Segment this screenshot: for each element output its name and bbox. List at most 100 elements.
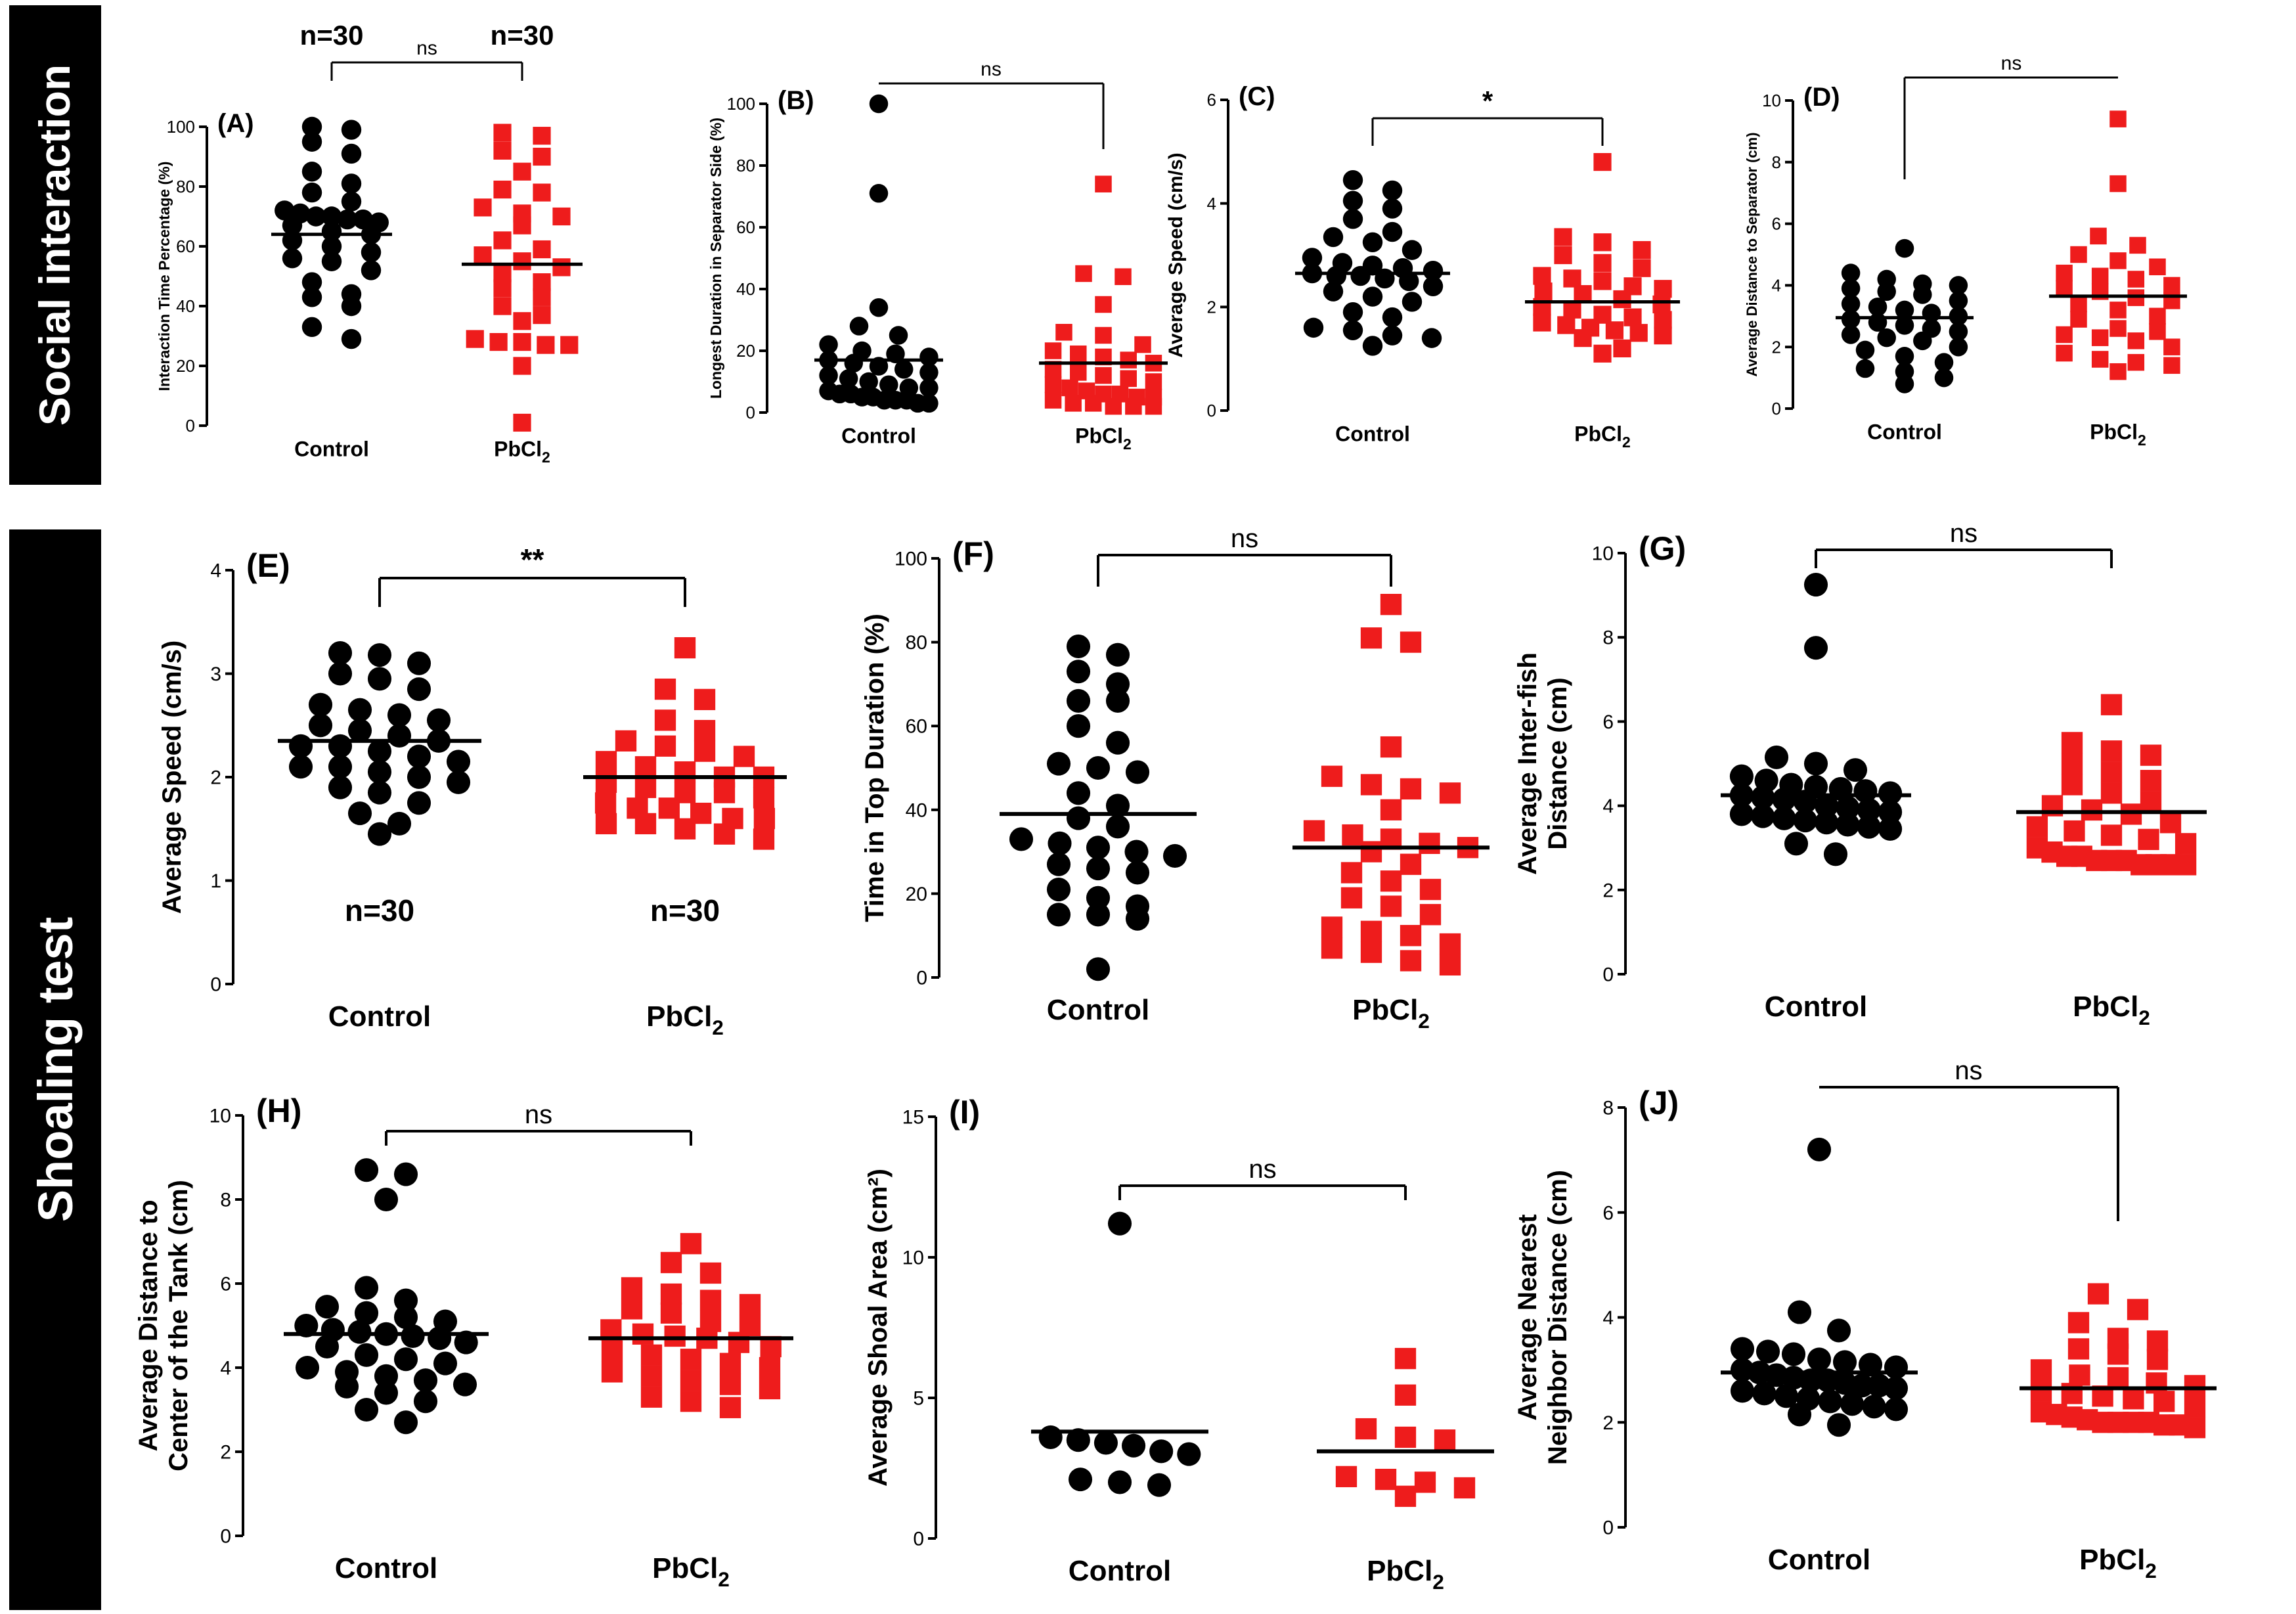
data-point-control bbox=[1423, 276, 1444, 296]
data-point-control bbox=[1068, 1468, 1093, 1492]
data-point-control bbox=[1086, 903, 1111, 927]
data-point-pbcl2 bbox=[1342, 824, 1363, 846]
panel-label: (E) bbox=[246, 547, 290, 584]
data-point-pbcl2 bbox=[694, 740, 716, 762]
data-point-pbcl2 bbox=[595, 813, 617, 835]
y-tick-label: 0 bbox=[913, 1529, 924, 1550]
data-point-pbcl2 bbox=[1360, 774, 1382, 796]
data-point-pbcl2 bbox=[1125, 397, 1142, 415]
data-point-control bbox=[1086, 885, 1111, 910]
data-point-pbcl2 bbox=[719, 1374, 741, 1395]
data-point-control bbox=[407, 765, 431, 790]
data-point-pbcl2 bbox=[1340, 862, 1363, 884]
data-point-pbcl2 bbox=[634, 756, 657, 778]
y-tick-label: 2 bbox=[1772, 337, 1781, 357]
y-tick-label: 0 bbox=[186, 416, 195, 436]
data-point-pbcl2 bbox=[632, 1323, 654, 1345]
data-point-control bbox=[1803, 573, 1828, 597]
y-tick-label: 0 bbox=[916, 968, 927, 989]
data-point-control bbox=[407, 791, 431, 815]
data-point-pbcl2 bbox=[533, 273, 551, 292]
data-point-pbcl2 bbox=[2127, 332, 2145, 349]
panel-c: 0 2 4 6 Average Speed (cm/s) (C) Control PbCl2 * bbox=[1165, 82, 1680, 451]
y-axis-label: Average Nearest bbox=[1513, 1214, 1542, 1420]
data-point-control bbox=[341, 191, 362, 212]
data-point-pbcl2 bbox=[2064, 820, 2085, 842]
data-point-control bbox=[1949, 291, 1968, 311]
data-point-pbcl2 bbox=[493, 141, 512, 160]
data-point-pbcl2 bbox=[2107, 1367, 2129, 1389]
data-point-pbcl2 bbox=[713, 823, 736, 845]
data-point-pbcl2 bbox=[493, 279, 512, 298]
y-tick-label: 4 bbox=[1207, 194, 1216, 213]
data-point-control bbox=[347, 719, 372, 743]
x-category-label: Control bbox=[1069, 1555, 1171, 1587]
y-tick-label: 10 bbox=[1762, 91, 1781, 110]
y-tick-label: 2 bbox=[210, 767, 221, 789]
y-tick-label: 3 bbox=[210, 663, 221, 685]
data-point-control bbox=[1841, 325, 1861, 344]
data-point-control bbox=[367, 822, 392, 846]
y-tick-label: 0 bbox=[1207, 401, 1216, 420]
data-point-control bbox=[1105, 730, 1130, 755]
y-tick-label: 60 bbox=[736, 217, 755, 237]
data-point-control bbox=[1125, 907, 1150, 931]
data-point-control bbox=[1895, 316, 1914, 335]
data-point-pbcl2 bbox=[2070, 295, 2087, 313]
data-point-control bbox=[367, 760, 392, 784]
data-point-pbcl2 bbox=[2109, 110, 2127, 127]
data-point-pbcl2 bbox=[660, 1302, 682, 1324]
data-point-control bbox=[1884, 1397, 1909, 1422]
data-point-control bbox=[1362, 286, 1383, 307]
y-tick-label: 2 bbox=[1602, 1412, 1614, 1434]
data-point-control bbox=[1125, 861, 1150, 885]
panel-label: (J) bbox=[1639, 1085, 1679, 1121]
x-category-label: Control bbox=[335, 1552, 437, 1584]
data-point-pbcl2 bbox=[753, 807, 776, 830]
data-point-pbcl2 bbox=[1335, 1466, 1358, 1487]
data-point-control bbox=[1066, 1428, 1090, 1452]
data-point-pbcl2 bbox=[739, 1293, 761, 1316]
data-point-control bbox=[1421, 328, 1442, 348]
data-point-control bbox=[393, 1410, 418, 1435]
data-point-pbcl2 bbox=[2061, 753, 2083, 774]
data-point-control bbox=[1884, 1376, 1909, 1401]
data-point-pbcl2 bbox=[719, 1397, 741, 1418]
data-point-control bbox=[1826, 1318, 1851, 1343]
data-point-control bbox=[1807, 1137, 1832, 1161]
significance-label: ns bbox=[416, 37, 437, 59]
data-point-pbcl2 bbox=[680, 1391, 702, 1412]
data-point-control bbox=[288, 734, 313, 758]
data-point-pbcl2 bbox=[2163, 338, 2180, 355]
data-point-pbcl2 bbox=[466, 330, 484, 348]
panel-label: (G) bbox=[1639, 530, 1686, 567]
data-point-control bbox=[869, 184, 889, 203]
data-point-control bbox=[1787, 1402, 1812, 1427]
data-point-control bbox=[354, 1397, 379, 1422]
panel-label: (B) bbox=[778, 86, 814, 115]
data-point-control bbox=[1402, 292, 1423, 312]
data-point-pbcl2 bbox=[2100, 694, 2123, 715]
data-point-pbcl2 bbox=[1400, 950, 1422, 972]
data-point-control bbox=[328, 755, 353, 779]
data-point-control bbox=[354, 1301, 379, 1325]
data-point-pbcl2 bbox=[1044, 342, 1062, 359]
data-point-control bbox=[1302, 248, 1323, 268]
data-point-control bbox=[1399, 271, 1419, 292]
data-point-control bbox=[1125, 760, 1150, 784]
data-point-pbcl2 bbox=[2100, 782, 2123, 804]
y-tick-label: 80 bbox=[906, 632, 927, 654]
data-point-control bbox=[894, 359, 914, 379]
y-tick-label: 4 bbox=[1602, 796, 1614, 817]
x-category-label: PbCl2 bbox=[2073, 991, 2150, 1029]
significance-label: ns bbox=[1231, 524, 1258, 553]
data-point-pbcl2 bbox=[1533, 313, 1551, 332]
y-tick-label: 6 bbox=[1207, 90, 1216, 110]
data-point-control bbox=[1913, 285, 1932, 304]
data-point-pbcl2 bbox=[2056, 280, 2073, 297]
data-point-control bbox=[1046, 903, 1071, 927]
data-point-control bbox=[354, 1158, 379, 1182]
y-tick-label: 6 bbox=[220, 1274, 231, 1295]
data-point-pbcl2 bbox=[728, 1332, 750, 1353]
